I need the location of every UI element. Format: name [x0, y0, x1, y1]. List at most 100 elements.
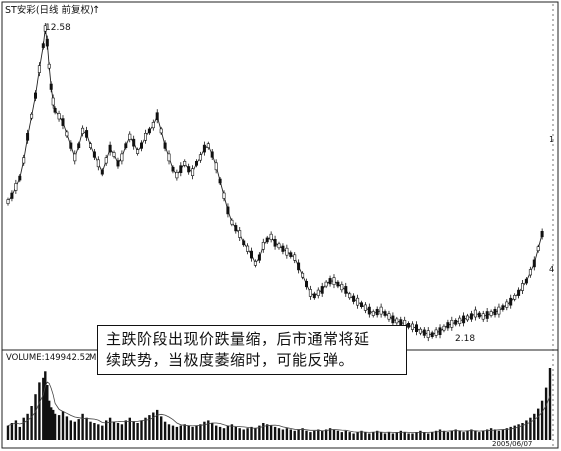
volume-bar — [548, 368, 552, 440]
candle-body — [214, 162, 218, 171]
candle-body — [395, 318, 399, 324]
candle-body — [332, 277, 336, 285]
volume-bar — [348, 432, 351, 440]
volume-bar — [215, 425, 218, 440]
volume-bar — [340, 432, 343, 440]
candle-body — [41, 43, 45, 48]
volume-bar — [407, 433, 410, 440]
candle-body — [414, 324, 418, 333]
price-line — [7, 28, 543, 336]
candle-body — [222, 192, 226, 199]
peak-price-label: 12.58 — [45, 23, 71, 33]
volume-bar — [89, 421, 92, 440]
volume-bar — [364, 432, 367, 440]
candle-body — [10, 192, 14, 199]
candle-body — [481, 313, 485, 320]
volume-bar — [254, 428, 257, 440]
volume-bar — [38, 382, 41, 440]
candle-body — [462, 315, 466, 324]
volume-bar — [10, 423, 14, 440]
candle-body — [410, 323, 414, 330]
volume-bar — [301, 428, 304, 440]
candle-body — [454, 319, 458, 325]
candle-body — [265, 237, 269, 243]
volume-ma-line — [7, 381, 551, 434]
candle-body — [96, 159, 100, 168]
candle-body — [363, 304, 367, 311]
volume-bar — [42, 377, 45, 440]
candle-body — [304, 280, 308, 288]
right-axis-tick: 1 — [549, 135, 554, 144]
candle-body — [348, 293, 352, 299]
candle-body — [45, 38, 49, 47]
volume-bar — [105, 420, 108, 440]
candle-body — [328, 278, 332, 285]
volume-bar — [415, 432, 418, 440]
volume-bar — [53, 413, 57, 440]
candle-body — [422, 329, 426, 336]
volume-bar — [65, 416, 69, 440]
volume-bar — [383, 433, 387, 440]
candle-body — [246, 245, 250, 252]
candle-body — [418, 328, 422, 334]
volume-bar — [34, 394, 37, 440]
volume-bar — [230, 424, 234, 440]
volume-bar — [211, 423, 214, 440]
candle-body — [206, 143, 210, 148]
candle-body — [293, 254, 297, 261]
volume-bar — [46, 385, 49, 440]
candle-body — [198, 154, 202, 161]
right-axis-tick-low: 4 — [549, 265, 554, 274]
volume-bar — [128, 417, 131, 440]
candle-body — [528, 269, 532, 276]
candle-body — [485, 311, 489, 319]
volume-bar — [222, 428, 226, 440]
volume-bar — [344, 430, 347, 440]
volume-bar — [517, 424, 520, 440]
volume-unit-label: M — [89, 353, 96, 363]
candle-body — [513, 294, 517, 300]
candle-body — [14, 183, 18, 191]
candle-body — [33, 92, 37, 99]
candle-body — [469, 313, 473, 320]
candle-body — [517, 289, 521, 296]
volume-bar — [391, 433, 395, 440]
candle-body — [383, 311, 387, 316]
candle-body — [92, 151, 96, 158]
candle-body — [144, 133, 148, 141]
volume-bar — [81, 413, 84, 440]
candle-body — [407, 322, 411, 328]
candle-body — [297, 262, 301, 271]
candle-body — [336, 281, 340, 287]
candle-body — [230, 219, 234, 225]
volume-bar — [187, 425, 190, 440]
volume-bar — [120, 424, 124, 440]
volume-bar — [395, 432, 398, 440]
volume-bar — [156, 409, 159, 440]
volume-bar — [203, 421, 206, 440]
candle-body — [73, 153, 77, 162]
candle-body — [257, 254, 261, 261]
annotation-line-2: 续跌势，当极度萎缩时，可能反弹。 — [106, 351, 355, 369]
candle-body — [136, 149, 140, 154]
volume-bar — [297, 429, 300, 440]
candle-body — [26, 133, 30, 141]
candle-body — [116, 160, 120, 167]
volume-bar — [356, 432, 359, 440]
title-arrow-icon: ↑ — [92, 5, 100, 16]
candle-body — [202, 144, 206, 153]
volume-bar — [48, 400, 51, 440]
candle-body — [18, 175, 22, 181]
annotation-box: 主跌阶段出现价跌量缩，后市通常将延 续跌势，当极度萎缩时，可能反弹。 — [97, 325, 407, 375]
volume-bar — [136, 423, 139, 440]
volume-bar — [431, 432, 434, 440]
volume-bar — [446, 432, 450, 440]
volume-date-label: 2005/06/07 — [492, 440, 532, 448]
candle-body — [465, 315, 469, 321]
volume-bar — [376, 430, 379, 440]
volume-bar — [454, 429, 457, 440]
candle-body — [446, 322, 450, 329]
volume-bar — [324, 429, 328, 440]
candle-body — [191, 168, 195, 176]
candle-body — [324, 281, 328, 287]
